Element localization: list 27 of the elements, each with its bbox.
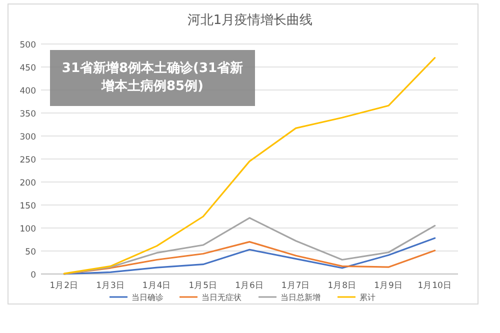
x-tick-label: 1月4日 xyxy=(142,281,172,291)
x-tick-label: 1月10日 xyxy=(418,281,452,291)
x-tick-label: 1月7日 xyxy=(281,281,310,291)
y-tick-label: 500 xyxy=(20,40,36,50)
y-tick-label: 0 xyxy=(30,270,36,280)
x-tick-label: 1月2日 xyxy=(50,281,79,291)
y-tick-label: 400 xyxy=(20,86,36,96)
y-tick-label: 350 xyxy=(20,110,36,120)
y-tick-label: 300 xyxy=(20,132,36,142)
y-tick-label: 150 xyxy=(20,202,36,212)
y-tick-label: 200 xyxy=(20,178,36,188)
legend-label: 累计 xyxy=(360,293,376,302)
x-tick-label: 1月3日 xyxy=(96,281,125,291)
y-tick-label: 250 xyxy=(20,156,36,166)
x-tick-label: 1月8日 xyxy=(328,281,357,291)
x-tick-label: 1月6日 xyxy=(235,281,264,291)
y-tick-label: 50 xyxy=(25,248,36,258)
legend-label: 当日确诊 xyxy=(132,293,164,302)
legend-label: 当日总新增 xyxy=(280,293,320,302)
chart-title: 河北1月疫情增长曲线 xyxy=(187,13,313,28)
x-tick-label: 1月5日 xyxy=(188,281,218,291)
legend-label: 当日无症状 xyxy=(202,293,242,302)
line-series xyxy=(63,217,436,275)
x-tick-label: 1月9日 xyxy=(374,281,403,291)
line-series xyxy=(63,57,436,274)
y-tick-label: 450 xyxy=(20,64,36,74)
y-tick-label: 100 xyxy=(20,224,36,234)
